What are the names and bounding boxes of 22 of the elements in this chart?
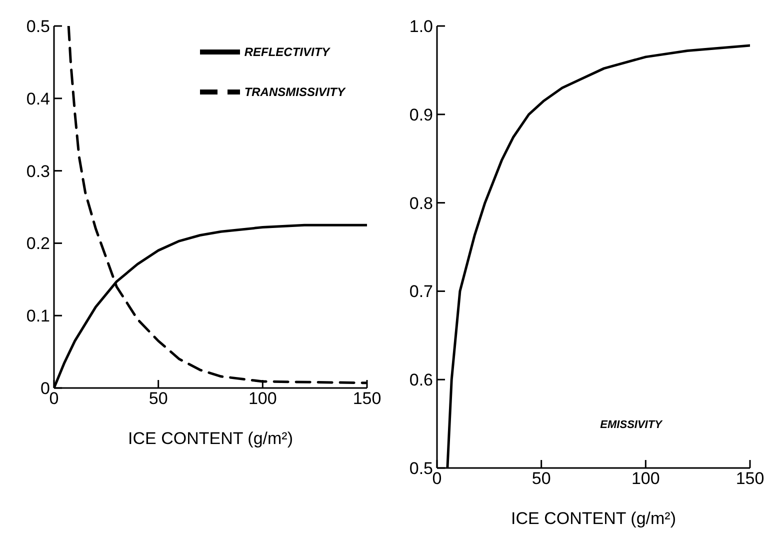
x-axis-title: ICE CONTENT (g/m²) xyxy=(511,509,676,528)
x-tick-label: 150 xyxy=(736,469,764,488)
x-tick-label: 50 xyxy=(148,389,168,408)
legend-label: TRANSMISSIVITY xyxy=(244,84,345,99)
y-tick-label: 0.2 xyxy=(26,234,50,254)
y-tick-label: 1.0 xyxy=(409,17,433,36)
x-tick-label: 100 xyxy=(248,389,277,408)
y-tick-label: 0.3 xyxy=(26,162,50,181)
y-tick-label: 0.8 xyxy=(409,194,433,213)
y-tick-label: 0.5 xyxy=(409,459,433,478)
legend-label: REFLECTIVITY xyxy=(244,44,330,59)
y-tick-label: 0.4 xyxy=(26,89,50,108)
y-tick-label: 0.1 xyxy=(26,306,50,326)
x-axis-title: ICE CONTENT (g/m²) xyxy=(128,429,293,448)
text: EMISSIVITY xyxy=(600,419,664,431)
y-tick-label: 0.9 xyxy=(409,105,433,124)
x-tick-label: 150 xyxy=(352,389,382,408)
y-tick-label: 0.6 xyxy=(409,370,433,390)
x-tick-label: 50 xyxy=(532,469,551,488)
y-tick-label: 0.7 xyxy=(409,282,433,302)
x-tick-label: 100 xyxy=(631,469,660,488)
y-tick-label: 0.5 xyxy=(26,17,50,36)
